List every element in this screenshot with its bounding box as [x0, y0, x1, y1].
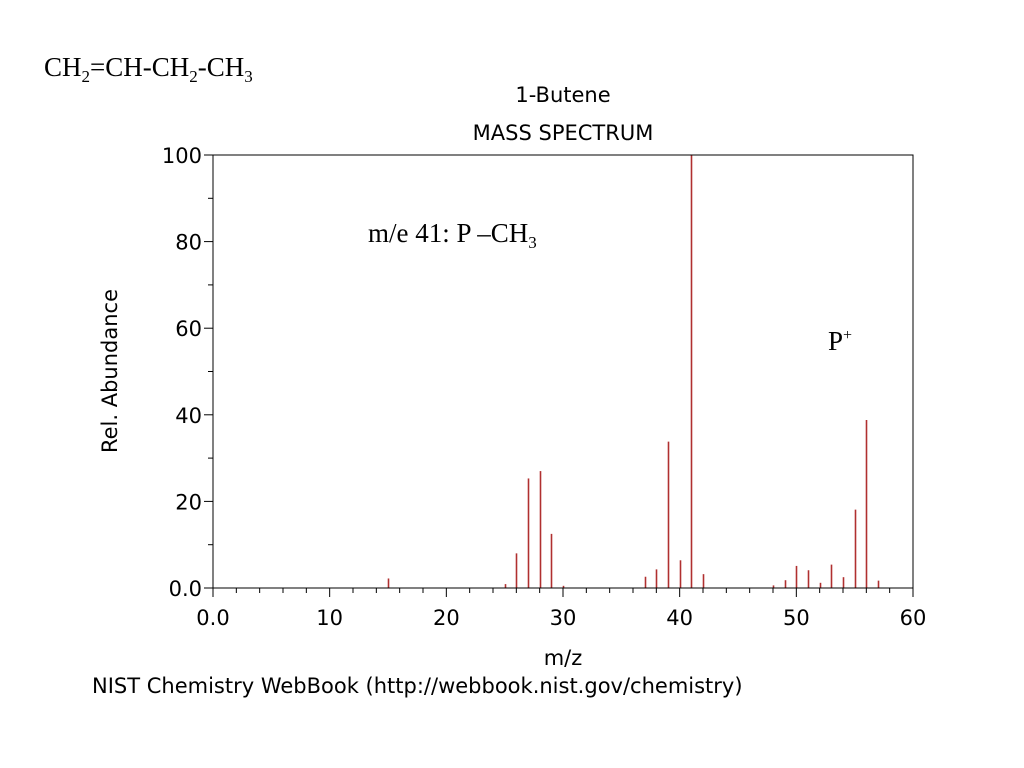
x-tick-label: 0.0: [196, 606, 229, 630]
y-tick-label: 40: [175, 404, 202, 428]
formula-part: -CH: [197, 52, 245, 82]
y-tick-label: 0.0: [169, 577, 202, 601]
x-tick-label: 40: [666, 606, 693, 630]
source-credit: NIST Chemistry WebBook (http://webbook.n…: [92, 674, 743, 698]
annotation-text: P: [828, 326, 844, 356]
y-tick-label: 20: [175, 490, 202, 514]
x-tick-label: 20: [433, 606, 460, 630]
y-axis: 0.0 20 40 60 80 100: [162, 144, 213, 601]
y-axis-label: Rel. Abundance: [98, 289, 122, 453]
plot-frame: [212, 154, 914, 589]
annotation-parent-ion: P+: [828, 326, 852, 357]
chart-title: 1-Butene: [515, 83, 610, 107]
formula-part: =CH-CH: [90, 52, 190, 82]
x-axis-label: m/z: [544, 646, 583, 670]
formula-subscript: 2: [81, 67, 91, 86]
formula-part: CH: [44, 52, 82, 82]
x-tick-label: 50: [783, 606, 810, 630]
annotation-text: m/e 41: P –CH: [368, 218, 529, 248]
y-tick-label: 80: [175, 231, 202, 255]
x-tick-label: 60: [900, 606, 927, 630]
chart-subtitle: MASS SPECTRUM: [473, 121, 654, 145]
x-tick-label: 30: [550, 606, 577, 630]
x-tick-label: 10: [316, 606, 343, 630]
annotation-subscript: 3: [528, 233, 537, 252]
x-axis: 0.0 10 20 30 40 50 60: [196, 588, 926, 630]
structural-formula: CH2=CH-CH2-CH3: [44, 52, 253, 86]
peaks-group: [387, 155, 880, 588]
formula-subscript: 2: [189, 67, 198, 86]
y-tick-label: 60: [175, 317, 202, 341]
y-tick-label: 100: [162, 144, 202, 168]
annotation-superscript: +: [843, 327, 853, 344]
annotation-methyl-loss: m/e 41: P –CH3: [368, 218, 537, 252]
formula-subscript: 3: [244, 67, 253, 86]
